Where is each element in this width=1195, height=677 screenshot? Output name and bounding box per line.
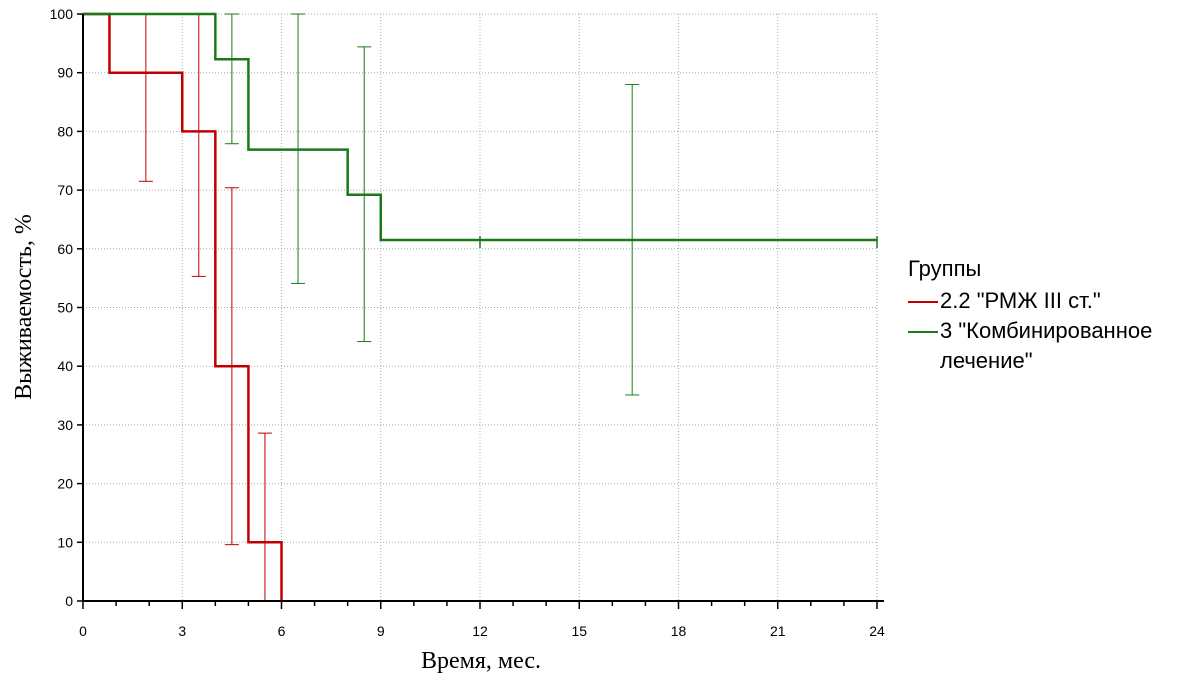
legend-swatch-series-2 xyxy=(908,331,938,333)
y-tick-label: 20 xyxy=(57,476,73,492)
x-tick-label: 12 xyxy=(472,623,488,639)
y-tick-labels: 0 10 20 30 40 50 60 70 80 90 100 xyxy=(50,6,74,609)
y-tick-label: 10 xyxy=(57,534,73,550)
error-bar-series-1 xyxy=(257,432,272,602)
y-tick-label: 100 xyxy=(50,6,74,22)
legend-title: Группы xyxy=(908,256,982,281)
y-tick-label: 50 xyxy=(57,300,73,316)
survival-curve-series-2 xyxy=(83,12,877,242)
x-tick-label: 24 xyxy=(869,623,885,639)
survival-curves xyxy=(83,12,878,601)
x-tick-label: 15 xyxy=(571,623,587,639)
y-tick-label: 30 xyxy=(57,417,73,433)
x-tick-labels: 0 3 6 9 12 15 18 21 24 xyxy=(79,623,885,639)
axes xyxy=(77,13,884,609)
error-bar-series-1 xyxy=(138,13,153,182)
error-bar-series-2 xyxy=(224,13,239,145)
x-tick-label: 3 xyxy=(178,623,186,639)
legend-item-series-2: 3 "Комбинированное лечение" xyxy=(908,316,1190,376)
legend-item-series-1: 2.2 "РМЖ III ст." xyxy=(908,286,1190,316)
y-tick-label: 60 xyxy=(57,241,73,257)
y-tick-label: 90 xyxy=(57,65,73,81)
x-tick-label: 6 xyxy=(278,623,286,639)
y-tick-label: 0 xyxy=(65,593,73,609)
x-tick-label: 9 xyxy=(377,623,385,639)
y-tick-label: 80 xyxy=(57,123,73,139)
x-axis-title: Время, мес. xyxy=(421,648,541,674)
y-axis-title: Выживаемость, % xyxy=(11,214,37,400)
legend-swatch-series-1 xyxy=(908,301,938,303)
y-tick-label: 70 xyxy=(57,182,73,198)
y-tick-label: 40 xyxy=(57,358,73,374)
x-tick-label: 21 xyxy=(770,623,786,639)
error-bar-series-1 xyxy=(191,13,206,277)
survival-curve-series-1 xyxy=(83,12,283,601)
x-tick-label: 0 xyxy=(79,623,87,639)
legend-label-series-1: 2.2 "РМЖ III ст." xyxy=(940,288,1101,313)
x-tick-label: 18 xyxy=(671,623,687,639)
legend: Группы 2.2 "РМЖ III ст." 3 "Комбинирован… xyxy=(908,256,1190,376)
legend-label-series-2: 3 "Комбинированное лечение" xyxy=(940,318,1153,373)
grid-lines xyxy=(83,13,878,601)
